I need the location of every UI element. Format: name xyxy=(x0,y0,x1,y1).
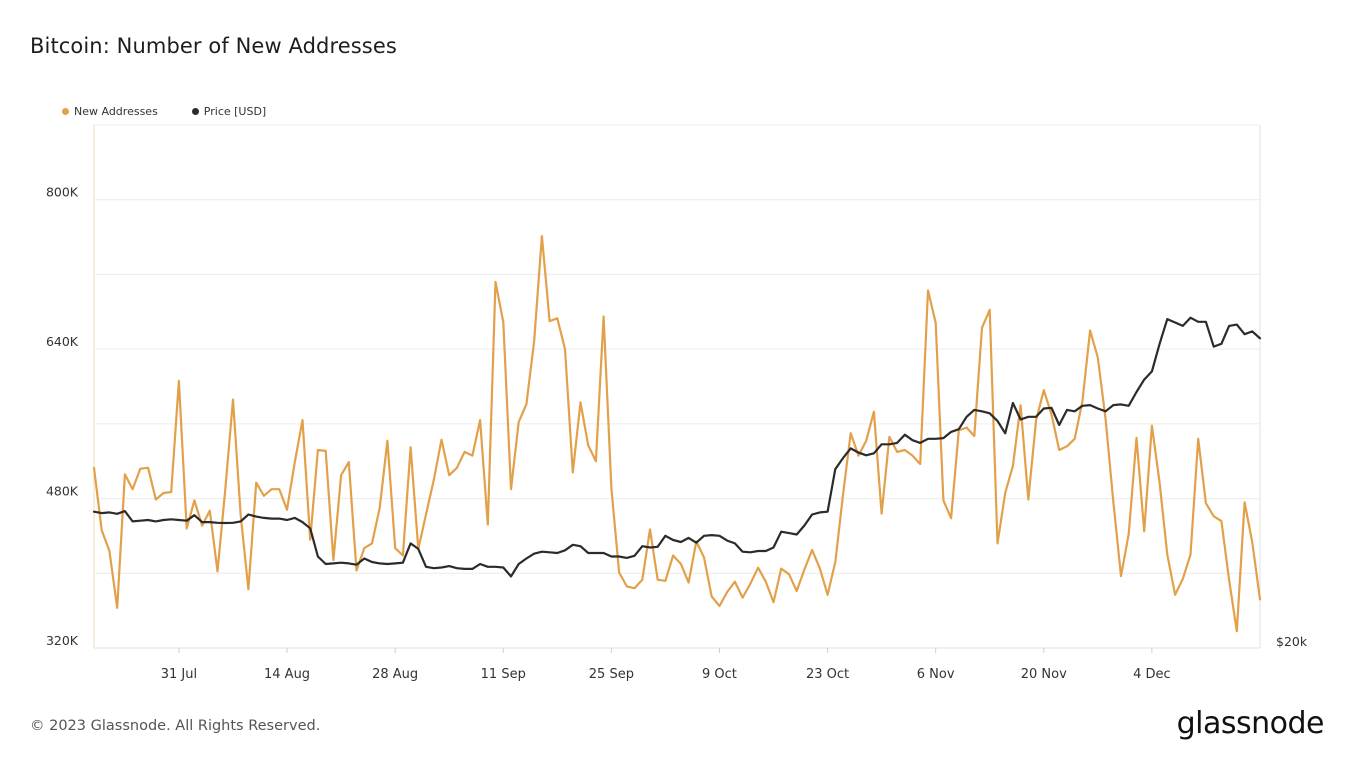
y-right-tick-label: $20k xyxy=(1276,634,1308,649)
glassnode-logo: glassnode xyxy=(1176,706,1325,741)
y-left-tick-label: 320K xyxy=(46,633,79,648)
series-layer xyxy=(92,235,1262,633)
legend-dot-new-addresses xyxy=(62,108,69,115)
chart-legend: New Addresses Price [USD] xyxy=(62,105,266,118)
chart-title: Bitcoin: Number of New Addresses xyxy=(30,34,397,58)
x-tick-label: 23 Oct xyxy=(806,667,849,682)
x-tick-label: 6 Nov xyxy=(917,667,955,682)
series-line-price[interactable] xyxy=(92,316,1262,578)
x-tick-label: 25 Sep xyxy=(589,667,634,682)
x-tick-label: 31 Jul xyxy=(161,667,197,682)
x-tick-label: 9 Oct xyxy=(702,667,737,682)
x-tick-label: 11 Sep xyxy=(481,667,526,682)
legend-item-new-addresses[interactable]: New Addresses xyxy=(62,105,158,118)
legend-dot-price xyxy=(191,108,199,115)
y-left-tick-label: 480K xyxy=(46,484,79,499)
legend-item-price[interactable]: Price [USD] xyxy=(191,105,267,118)
axis-layer: 320K 480K 640K 800K $20k 31 Jul 14 Aug 28 Aug 11… xyxy=(46,185,1308,682)
x-tick-label: 28 Aug xyxy=(372,667,418,682)
x-tick-label: 4 Dec xyxy=(1133,667,1171,682)
series-line-new-addresses[interactable] xyxy=(92,235,1262,633)
legend-label-new-addresses: New Addresses xyxy=(74,105,158,118)
x-tick-label: 14 Aug xyxy=(264,667,310,682)
chart-canvas[interactable]: 320K 480K 640K 800K $20k 31 Jul 14 Aug 28 Aug 11… xyxy=(0,0,1352,700)
copyright-footer: © 2023 Glassnode. All Rights Reserved. xyxy=(30,718,321,734)
y-left-tick-label: 640K xyxy=(46,334,79,349)
y-left-tick-label: 800K xyxy=(46,185,79,200)
legend-label-price: Price [USD] xyxy=(203,105,267,118)
x-tick-label: 20 Nov xyxy=(1021,667,1067,682)
